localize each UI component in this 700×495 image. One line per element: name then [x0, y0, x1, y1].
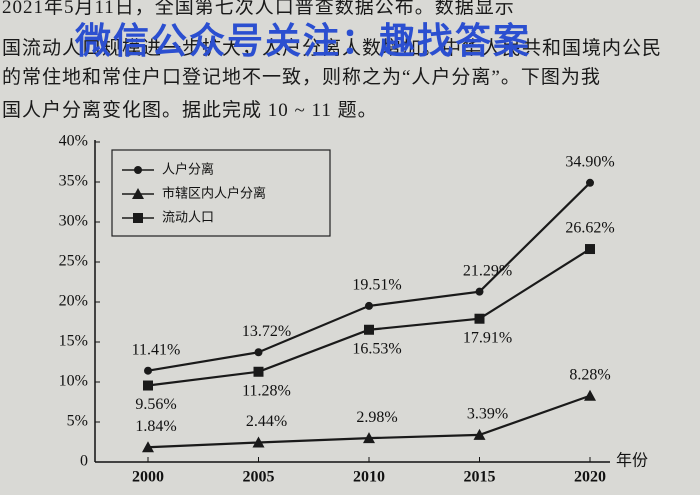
series-line: [147, 248, 591, 387]
point: [144, 366, 152, 375]
value-label: 3.39%: [467, 406, 508, 423]
point: [474, 313, 485, 324]
watermark: 微信公众号关注：趣找答案: [75, 21, 532, 62]
value-label: 34.90%: [565, 153, 614, 170]
y-tick-label: 25%: [59, 253, 88, 270]
value-label: 8.28%: [569, 366, 610, 383]
point: [584, 389, 596, 401]
value-label: 13.72%: [242, 323, 291, 340]
passage-line: 国人户分离变化图。据此完成 10 ~ 11 题。: [2, 100, 378, 121]
passage-line: 的常住地和常住户口登记地不一致，则称之为“人户分离”。下图为我: [2, 67, 601, 88]
value-label: 26.62%: [565, 220, 614, 237]
x-axis-label: 年份: [616, 452, 648, 470]
point: [143, 380, 153, 391]
legend-label: 人户分离: [162, 162, 214, 178]
point: [364, 324, 374, 335]
value-label: 1.84%: [135, 418, 176, 435]
y-tick-label: 15%: [59, 333, 88, 350]
value-label: 17.91%: [463, 329, 512, 346]
point: [132, 188, 144, 199]
point: [252, 436, 265, 448]
value-label: 19.51%: [352, 277, 401, 294]
value-label: 2.44%: [246, 413, 287, 430]
point: [365, 301, 373, 310]
point: [363, 432, 375, 444]
legend-box: [111, 149, 331, 237]
y-tick-label: 35%: [59, 173, 88, 190]
point: [473, 428, 486, 440]
x-tick-label: 2000: [132, 469, 164, 486]
legend-label: 流动人口: [162, 211, 214, 226]
value-label: 11.41%: [132, 341, 181, 358]
point: [134, 166, 142, 174]
y-tick-label: 20%: [59, 293, 88, 310]
point: [253, 366, 264, 377]
x-tick-label: 2015: [464, 469, 496, 486]
y-tick-label: 10%: [59, 373, 88, 390]
value-label: 21.29%: [463, 262, 512, 279]
passage-line: 国流动人口规模进一步扩大，人户分离人数增加。中华人民共和国境内公民: [2, 38, 663, 59]
point: [254, 348, 263, 357]
y-tick-label: 0: [80, 453, 88, 470]
value-label: 2.98%: [356, 409, 397, 426]
x-tick-label: 2005: [243, 469, 275, 486]
y-tick-label: 40%: [59, 133, 88, 150]
x-tick-label: 2010: [353, 469, 385, 486]
value-label: 9.56%: [135, 396, 176, 413]
point: [585, 244, 595, 255]
point: [475, 287, 484, 296]
y-tick-label: 30%: [59, 213, 88, 230]
passage-line: 2021年5月11日，全国第七次人口普查数据公布。数据显示: [2, 0, 515, 18]
point: [133, 213, 143, 223]
y-tick-label: 5%: [67, 413, 88, 430]
value-label: 11.28%: [242, 382, 291, 399]
point: [586, 178, 594, 187]
point: [142, 441, 154, 453]
value-label: 16.53%: [352, 340, 401, 357]
x-tick-label: 2020: [574, 469, 606, 486]
legend-label: 市辖区内人户分离: [162, 186, 266, 202]
